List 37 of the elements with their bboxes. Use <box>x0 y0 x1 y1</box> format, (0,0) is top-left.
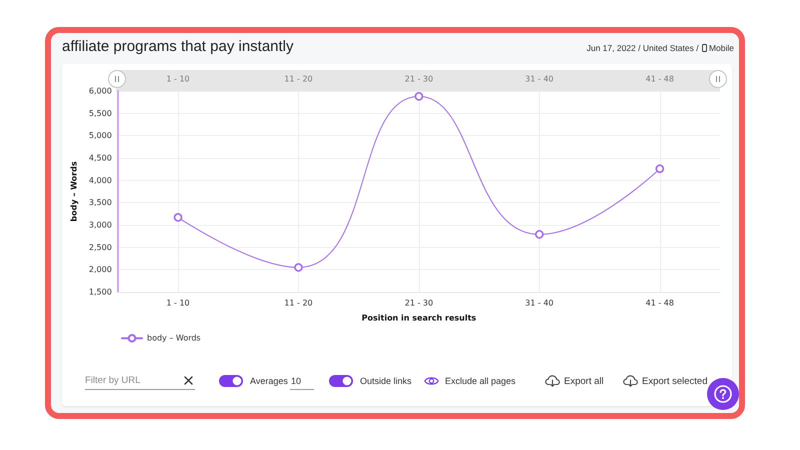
x-tick-label: 41 - 48 <box>646 298 674 308</box>
text-field: Filter by URL <box>85 372 195 390</box>
x-axis-title: Position in search results <box>362 314 476 322</box>
x-tick-label: 31 - 40 <box>525 298 554 308</box>
point <box>294 263 303 272</box>
category-label: 21 - 30 <box>404 74 434 84</box>
y-tick-label: 3,500 <box>88 198 112 208</box>
y-tick-label: 5,500 <box>88 108 112 118</box>
y-tick-label: 4,500 <box>88 154 112 162</box>
point <box>655 164 664 174</box>
y-tick-label: 4,000 <box>88 176 112 185</box>
point <box>535 230 544 239</box>
y-axis-title: body – Words <box>70 161 78 222</box>
point <box>174 213 182 222</box>
y-tick-label: 6,000 <box>88 86 112 96</box>
y-tick-label: 2,500 <box>88 242 112 252</box>
category-label: 11 - 20 <box>284 74 313 84</box>
category-label: 41 - 48 <box>646 74 674 84</box>
y-tick-label: 3,000 <box>88 220 112 230</box>
y-tick-label: 5,000 <box>88 131 112 140</box>
category-label: 31 - 40 <box>525 74 554 84</box>
x-tick-label: 11 - 20 <box>284 298 313 308</box>
y-tick-label: 2,000 <box>88 265 112 274</box>
legend-label: body – Words <box>147 334 201 343</box>
x-tick-label: 21 - 30 <box>404 298 434 308</box>
text: Averages <box>250 376 288 386</box>
category-label: 1 - 10 <box>166 74 190 84</box>
point <box>414 92 424 101</box>
text: Export all <box>564 376 604 386</box>
text: Outside links <box>360 376 412 386</box>
y-tick-label: 1,500 <box>88 288 112 296</box>
x-tick-label: 1 - 10 <box>166 298 190 308</box>
text: Exclude all pages <box>445 376 516 386</box>
number-field: 10 <box>290 372 314 390</box>
text: Export selected <box>642 376 708 386</box>
chart-title: affiliate programs that pay instantly <box>62 38 294 55</box>
text: Jun 17, 2022 / United States / Mobile <box>586 43 734 53</box>
